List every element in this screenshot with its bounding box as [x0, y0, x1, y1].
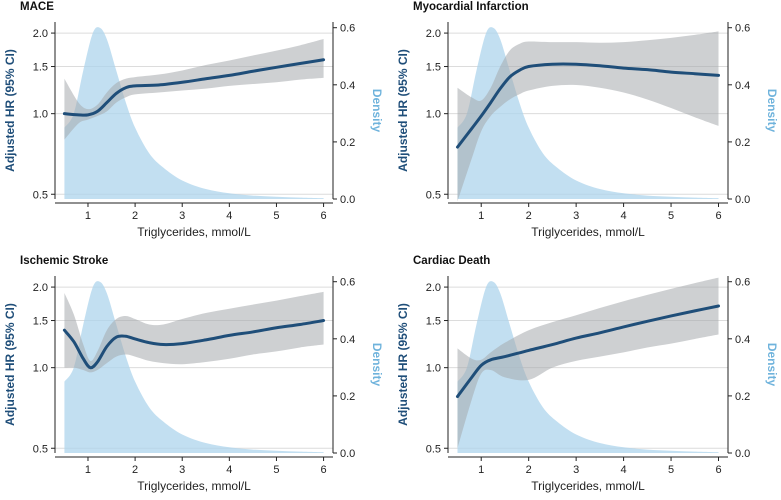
y-tick-label: 2.0	[426, 28, 441, 40]
y2-tick-label: 0.6	[735, 277, 750, 289]
hr-curve	[62, 58, 326, 117]
x-axis-label: Triglycerides, mmol/L	[531, 479, 645, 493]
x-axis-label: Triglycerides, mmol/L	[531, 225, 645, 239]
y-tick-label: 2.0	[426, 282, 441, 294]
y2-axis-label: Density	[765, 89, 779, 133]
y-tick-label: 1.0	[33, 109, 48, 121]
x-tick-label: 5	[273, 210, 279, 222]
x-tick-label: 4	[226, 210, 232, 222]
chart-title: Cardiac Death	[413, 255, 490, 267]
y-tick-label: 1.5	[426, 316, 441, 328]
x-tick-label: 3	[179, 464, 185, 476]
y-tick-label: 1.0	[426, 109, 441, 121]
hr-curve	[455, 62, 721, 149]
x-tick-label: 2	[132, 464, 138, 476]
density-area	[64, 27, 324, 200]
x-tick-label: 2	[526, 210, 532, 222]
y2-tick-label: 0.4	[340, 334, 355, 346]
y2-tick-label: 0.2	[735, 391, 750, 403]
x-tick-label: 5	[668, 464, 674, 476]
y2-tick-label: 0.6	[340, 277, 355, 289]
chart-panel-4: 0.5 1.0 1.5 2.0 0.0 0.2 0.4 0.6 1 2 3 4 5 6 Cardiac De…	[396, 255, 779, 493]
hr-curve	[455, 304, 721, 399]
y-axis-label: Adjusted HR (95% CI)	[396, 303, 410, 426]
y2-tick-label: 0.4	[735, 334, 750, 346]
x-tick-label: 2	[526, 464, 532, 476]
y2-tick-label: 0.6	[735, 23, 750, 35]
x-tick-label: 3	[573, 464, 579, 476]
x-tick-label: 5	[668, 210, 674, 222]
y-tick-label: 0.5	[426, 189, 441, 201]
y-tick-label: 0.5	[33, 443, 48, 455]
x-tick-label: 1	[85, 210, 91, 222]
density-area	[457, 281, 719, 453]
y2-tick-label: 0.2	[340, 137, 355, 149]
y-tick-label: 1.5	[33, 62, 48, 74]
ci-band	[64, 291, 324, 373]
y2-tick-label: 0.0	[340, 194, 355, 206]
x-axis-label: Triglycerides, mmol/L	[137, 479, 251, 493]
x-tick-label: 4	[226, 464, 232, 476]
x-tick-label: 4	[621, 464, 627, 476]
x-tick-label: 3	[179, 210, 185, 222]
x-tick-label: 6	[321, 464, 327, 476]
x-tick-label: 3	[573, 210, 579, 222]
hr-curve	[62, 319, 326, 370]
x-tick-label: 4	[621, 210, 627, 222]
y2-tick-label: 0.4	[735, 80, 750, 92]
y2-tick-label: 0.2	[735, 137, 750, 149]
y-axis-label: Adjusted HR (95% CI)	[396, 49, 410, 172]
x-tick-label: 6	[321, 210, 327, 222]
chart-title: MACE	[20, 1, 54, 13]
y2-tick-label: 0.6	[340, 23, 355, 35]
x-tick-label: 5	[273, 464, 279, 476]
chart-title: Myocardial Infarction	[413, 1, 529, 13]
density-area	[64, 281, 324, 453]
y-axis-label: Adjusted HR (95% CI)	[3, 49, 17, 172]
y2-tick-label: 0.2	[340, 391, 355, 403]
x-tick-label: 2	[132, 210, 138, 222]
x-tick-label: 1	[478, 210, 484, 222]
y2-tick-label: 0.0	[735, 194, 750, 206]
y-tick-label: 2.0	[33, 282, 48, 294]
ci-band	[64, 39, 324, 140]
y-tick-label: 2.0	[33, 28, 48, 40]
chart-panel-1: 0.5 1.0 1.5 2.0 0.0 0.2 0.4 0.6 1 2 3 4 5 6 MACE Trigly…	[3, 1, 384, 239]
y2-axis-label: Density	[370, 89, 384, 133]
chart-panel-2: 0.5 1.0 1.5 2.0 0.0 0.2 0.4 0.6 1 2 3 4 5 6 Myocardial…	[396, 1, 779, 239]
y-tick-label: 1.5	[33, 316, 48, 328]
y2-tick-label: 0.4	[340, 80, 355, 92]
chart-panel-3: 0.5 1.0 1.5 2.0 0.0 0.2 0.4 0.6 1 2 3 4 5 6 Ischemic S…	[3, 255, 384, 493]
y2-axis-label: Density	[370, 343, 384, 387]
y-tick-label: 0.5	[426, 443, 441, 455]
y2-tick-label: 0.0	[340, 448, 355, 460]
y-tick-label: 1.5	[426, 62, 441, 74]
x-tick-label: 1	[85, 464, 91, 476]
y-tick-label: 1.0	[426, 363, 441, 375]
x-axis-label: Triglycerides, mmol/L	[137, 225, 251, 239]
y-tick-label: 0.5	[33, 189, 48, 201]
chart-title: Ischemic Stroke	[20, 255, 108, 267]
x-tick-label: 6	[715, 210, 721, 222]
x-tick-label: 6	[715, 464, 721, 476]
y2-axis-label: Density	[765, 343, 779, 387]
y-axis-label: Adjusted HR (95% CI)	[3, 303, 17, 426]
density-area	[457, 27, 719, 200]
y-tick-label: 1.0	[33, 363, 48, 375]
ci-band	[457, 31, 719, 202]
y2-tick-label: 0.0	[735, 448, 750, 460]
x-tick-label: 1	[478, 464, 484, 476]
